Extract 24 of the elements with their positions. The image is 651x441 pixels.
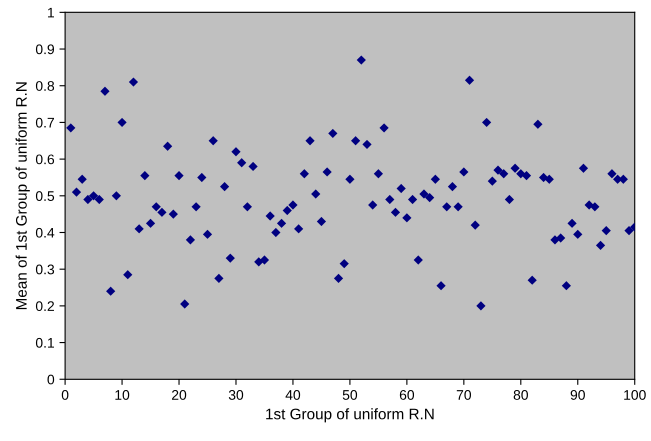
x-tick-label: 50 [342, 390, 358, 400]
x-axis-title: 1st Group of uniform R.N [266, 408, 434, 422]
x-tick-label: 40 [286, 390, 300, 400]
y-tick-label: 0.4 [36, 228, 54, 238]
y-tick-label: 0.9 [36, 44, 54, 54]
y-tick-label: 1 [48, 8, 54, 18]
y-tick-label: 0.7 [36, 118, 54, 128]
x-tick-label: 20 [172, 390, 186, 400]
x-tick-label: 90 [570, 390, 585, 400]
y-tick-label: 0.1 [36, 338, 54, 348]
y-axis-title: Mean of 1st Group of uniform R.N [16, 82, 30, 310]
y-tick-label: 0.6 [36, 154, 54, 164]
y-tick-label: 0.3 [36, 264, 54, 274]
x-tick-label: 0 [62, 390, 68, 400]
x-tick-label: 70 [456, 390, 472, 400]
x-tick-label: 30 [228, 390, 244, 400]
x-tick-label: 10 [115, 390, 130, 400]
y-tick-label: 0.8 [36, 81, 54, 91]
x-tick-label: 80 [514, 390, 528, 400]
x-tick-label: 60 [400, 390, 414, 400]
y-tick-label: 0.2 [36, 301, 54, 312]
x-tick-label: 100 [624, 390, 646, 400]
y-tick-label: 0.5 [36, 191, 54, 201]
y-tick-label: 0 [48, 374, 54, 384]
